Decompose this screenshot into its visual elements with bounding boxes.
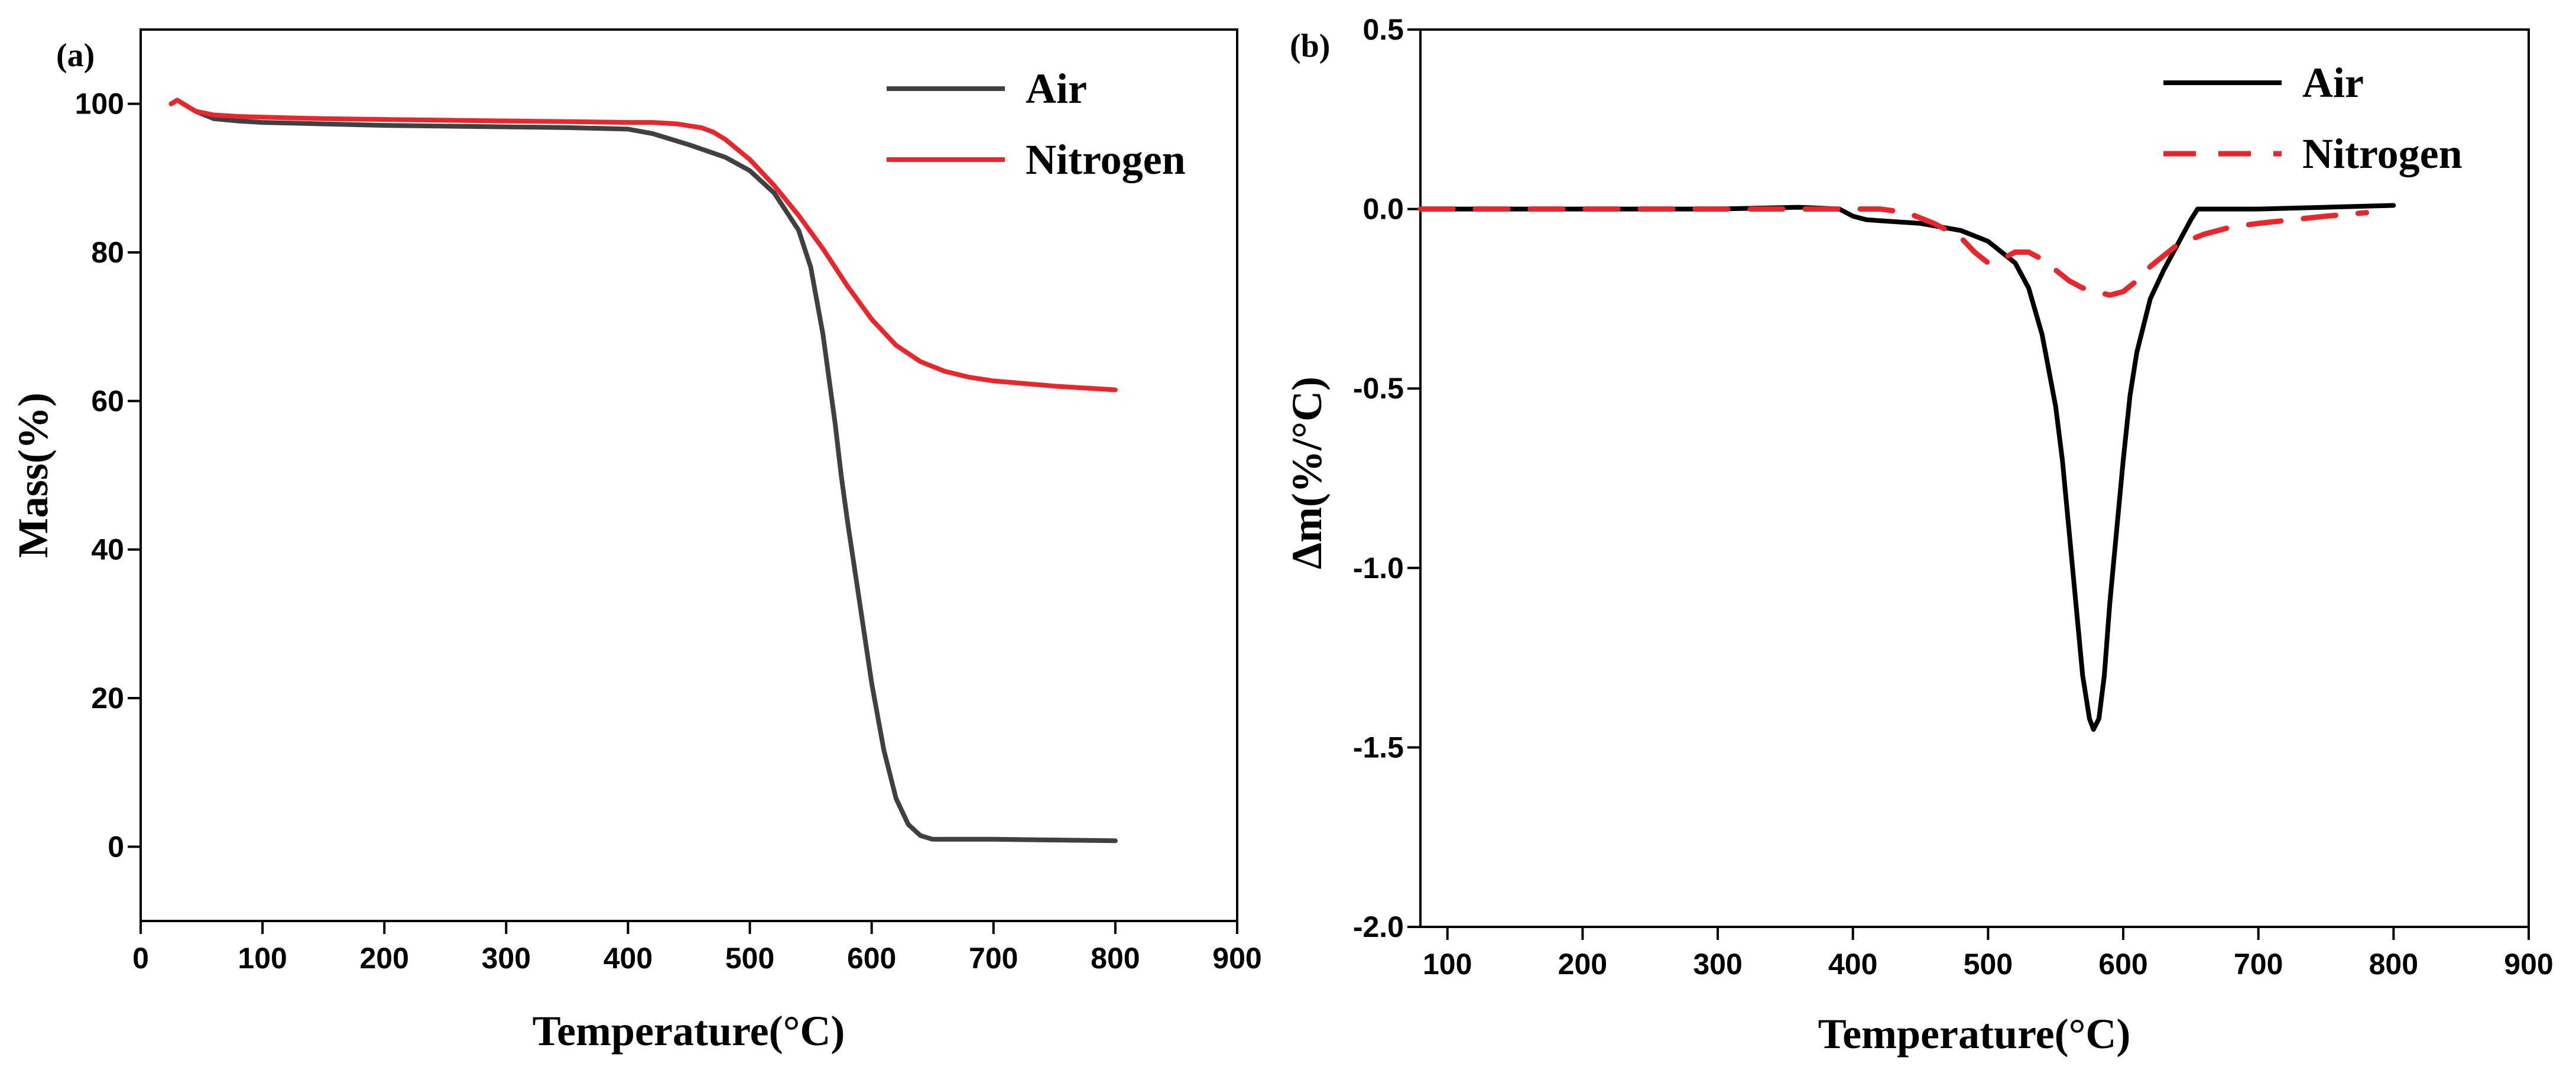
y-tick-label: 100 — [75, 87, 124, 121]
y-tick-label: -0.5 — [1353, 372, 1404, 405]
y-tick-label: -2.0 — [1353, 910, 1404, 943]
y-tick-label: 0.0 — [1362, 193, 1404, 226]
x-tick-label: 600 — [847, 942, 896, 975]
x-tick-label: 100 — [238, 942, 287, 975]
x-tick-label: 400 — [1828, 948, 1877, 981]
y-tick-label: 80 — [91, 236, 124, 269]
y-tick-label: 0 — [108, 830, 124, 863]
x-tick-label: 500 — [725, 942, 774, 975]
plot-frame — [139, 28, 1238, 922]
y-axis-title: Δm(%/°C) — [1283, 377, 1331, 569]
x-tick-label: 600 — [2098, 948, 2147, 981]
y-tick-label: -1.5 — [1353, 731, 1404, 764]
x-tick-label: 700 — [2234, 948, 2283, 981]
y-tick-label: 60 — [91, 384, 124, 417]
legend-label-air: Air — [2302, 59, 2364, 106]
x-axis-title: Temperature(°C) — [1818, 1010, 2131, 1058]
legend-label-nitrogen: Nitrogen — [2302, 130, 2463, 177]
legend-label-nitrogen: Nitrogen — [1026, 136, 1186, 183]
y-axis-title: Mass(%) — [9, 393, 57, 558]
y-tick-label: 20 — [91, 682, 124, 715]
x-tick-label: 800 — [1091, 942, 1140, 975]
x-tick-label: 300 — [482, 942, 531, 975]
series-line-nitrogen — [1417, 206, 2370, 298]
panel-label: (b) — [1290, 28, 1330, 64]
x-tick-label: 300 — [1693, 948, 1742, 981]
x-tick-label: 500 — [1964, 948, 2013, 981]
x-tick-label: 800 — [2369, 948, 2418, 981]
y-tick-label: 0.5 — [1362, 13, 1404, 46]
panel_b: 100 200 300 400 500 600 700 800 900 -2.0 -1.5 -1.0 -… — [1283, 13, 2554, 1058]
y-tick-label: -1.0 — [1353, 552, 1404, 585]
x-tick-label: 0 — [132, 942, 149, 975]
legend-label-air: Air — [1026, 65, 1087, 112]
series-line-air — [168, 98, 1118, 844]
x-tick-label: 900 — [2504, 948, 2553, 981]
series-line-nitrogen — [168, 98, 1118, 393]
series-line-air — [1418, 203, 2396, 732]
x-tick-label: 200 — [1558, 948, 1607, 981]
x-tick-label: 100 — [1423, 948, 1472, 981]
x-tick-label: 400 — [604, 942, 653, 975]
x-tick-label: 200 — [360, 942, 409, 975]
x-axis-title: Temperature(°C) — [533, 1007, 845, 1055]
plot-frame — [1419, 28, 2530, 928]
x-tick-label: 700 — [969, 942, 1018, 975]
y-tick-label: 40 — [91, 533, 124, 566]
x-tick-label: 900 — [1212, 942, 1261, 975]
panel-label: (a) — [56, 37, 95, 74]
panel_a: 0 100 200 300 400 500 600 700 800 900 0 20 40 60 80 100… — [9, 28, 1262, 1055]
